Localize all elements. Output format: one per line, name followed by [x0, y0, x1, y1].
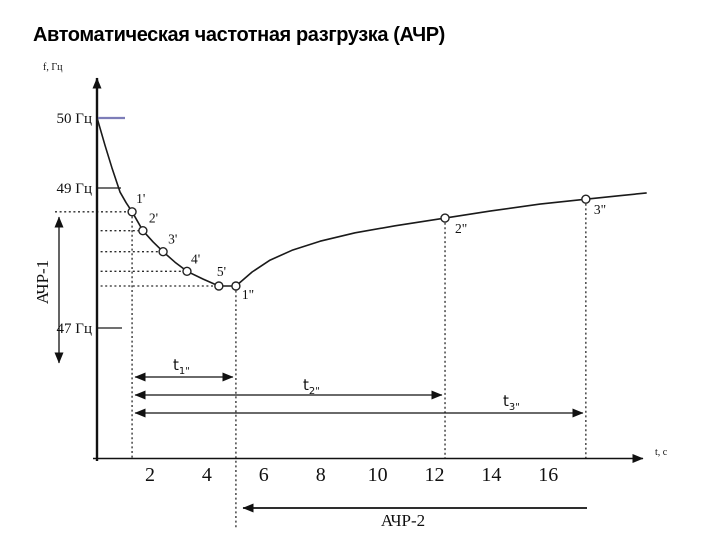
point-label-1-prime: 1'	[136, 191, 145, 206]
axes: f, Гц t, c	[43, 62, 668, 463]
frequency-decline-curve	[96, 117, 236, 287]
x-tick-labels: 2 4 6 8 10 12 14 16	[145, 464, 558, 486]
point-1-dblprime	[231, 281, 241, 291]
x-tick-label-6: 6	[259, 464, 269, 486]
frequency-recovery-curve	[235, 192, 647, 287]
achr1-label: АЧР-1	[33, 260, 52, 304]
x-tick-label-12: 12	[425, 464, 445, 486]
achr2-label: АЧР-2	[381, 511, 425, 530]
achr1-annotation: АЧР-1	[33, 216, 64, 364]
y-tick-label-47hz: 47 Гц	[57, 321, 92, 337]
point-label-2-dblprime: 2"	[455, 221, 467, 236]
point-2-dblprime	[440, 213, 450, 223]
t3-label: t3"	[503, 392, 520, 413]
y-axis-label: f, Гц	[43, 62, 63, 73]
x-tick-label-14: 14	[481, 464, 501, 486]
point-label-2-prime: 2'	[149, 211, 158, 226]
t2-label: t2"	[303, 376, 320, 397]
t1-label: t1"	[173, 356, 190, 377]
x-axis-label: t, c	[655, 447, 668, 458]
point-5-prime	[214, 281, 224, 291]
guide-lines	[55, 199, 587, 528]
y-tick-labels: 50 Гц 49 Гц 47 Гц	[57, 111, 125, 337]
point-label-5-prime: 5'	[217, 264, 226, 279]
x-tick-label-16: 16	[538, 464, 558, 486]
point-3-dblprime	[581, 194, 591, 204]
y-tick-label-49hz: 49 Гц	[57, 181, 92, 197]
point-label-3-dblprime: 3"	[594, 202, 606, 217]
achr2-annotation: АЧР-2	[242, 503, 587, 530]
duration-arrows: t1" t2" t3"	[134, 356, 584, 418]
x-tick-label-2: 2	[145, 464, 155, 486]
data-points: 1' 2' 3' 4' 5' 1" 2" 3"	[127, 191, 606, 302]
y-tick-label-50hz: 50 Гц	[57, 111, 92, 127]
point-label-3-prime: 3'	[168, 232, 177, 247]
point-1-prime	[127, 207, 137, 217]
frequency-curves	[96, 117, 647, 287]
x-tick-label-10: 10	[368, 464, 388, 486]
point-3-prime	[158, 246, 168, 257]
page-title: Автоматическая частотная разгрузка (АЧР)	[33, 24, 445, 46]
x-tick-label-4: 4	[202, 464, 212, 486]
point-4-prime	[182, 266, 192, 276]
x-tick-label-8: 8	[316, 464, 326, 486]
point-label-1-dblprime: 1"	[242, 287, 254, 302]
point-label-4-prime: 4'	[191, 251, 200, 266]
point-2-prime	[138, 225, 148, 236]
